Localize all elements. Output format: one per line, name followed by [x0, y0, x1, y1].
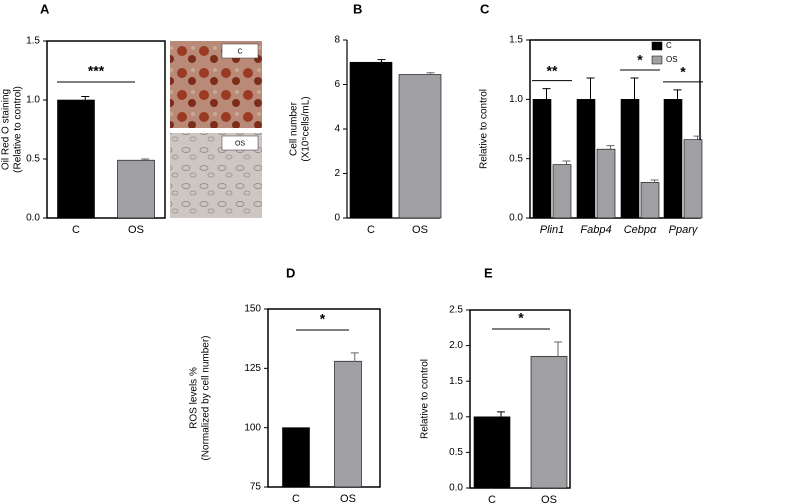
error-bar [673, 89, 682, 100]
x-tick-label: OS [412, 224, 428, 236]
bar [532, 99, 552, 219]
x-tick-label: Cebpα [624, 224, 657, 236]
y-tick-label: 1.0 [509, 94, 523, 105]
bar [576, 99, 596, 219]
panel-label: B [353, 1, 362, 16]
y-axis-label: (Normalized by cell number) [201, 335, 212, 460]
y-tick-label: 8 [334, 35, 340, 46]
x-tick-label: OS [128, 224, 144, 236]
legend-label: OS [666, 55, 678, 64]
x-tick-label: Plin1 [540, 224, 564, 236]
bar [398, 74, 442, 219]
bar [473, 416, 511, 489]
plot-frame [469, 309, 571, 489]
y-tick-label: 2.5 [449, 305, 463, 316]
x-tick-label: C [367, 224, 375, 236]
significance-label: *** [88, 63, 105, 79]
bar [683, 139, 703, 219]
panel-label: E [484, 265, 493, 280]
y-tick-label: 1.0 [26, 95, 40, 106]
y-tick-label: 125 [244, 363, 261, 374]
error-bar [650, 179, 659, 183]
y-tick-label: 4 [334, 124, 340, 135]
bar [57, 99, 95, 219]
legend-label: C [666, 41, 672, 50]
bar [530, 355, 568, 489]
y-tick-label: 2.0 [449, 340, 463, 351]
error-bar [542, 88, 551, 100]
x-tick-label: C [292, 493, 300, 504]
y-tick-label: 1.5 [26, 36, 40, 47]
panel-label: C [480, 1, 490, 16]
y-axis-label: Oil Red O staining [1, 89, 12, 170]
significance-label: * [320, 311, 326, 327]
bar [282, 427, 310, 488]
image-label: OS [235, 140, 245, 147]
error-bar [497, 411, 505, 417]
bar [334, 360, 362, 488]
x-tick-label: Fabp4 [580, 224, 611, 236]
error-bar [554, 341, 562, 357]
y-tick-label: 150 [244, 304, 261, 315]
image-label: C [237, 48, 242, 55]
significance-label: * [637, 52, 643, 68]
y-tick-label: 0.5 [449, 447, 463, 458]
y-tick-label: 0.0 [509, 213, 523, 224]
panel-label: A [40, 1, 50, 16]
y-tick-label: 2 [334, 168, 340, 179]
y-tick-label: 0.5 [26, 154, 40, 165]
bar [596, 148, 616, 219]
plot-frame [46, 40, 166, 219]
error-bar [693, 135, 702, 140]
y-axis-label: Cell number [289, 101, 300, 156]
y-axis-label: (X10⁵cells/mL) [301, 96, 312, 161]
error-bar [606, 145, 615, 150]
significance-label: ** [547, 62, 558, 78]
y-tick-label: 1.5 [509, 35, 523, 46]
error-bar [350, 352, 359, 362]
y-tick-label: 0 [334, 213, 340, 224]
legend-swatch [651, 41, 663, 51]
y-axis-label: Relative to control [479, 89, 490, 169]
legend-swatch [651, 55, 663, 65]
y-tick-label: 100 [244, 422, 261, 433]
x-tick-label: Pparγ [669, 224, 699, 236]
x-tick-label: C [72, 224, 80, 236]
x-tick-label: OS [340, 493, 356, 504]
error-bar [562, 160, 571, 165]
y-tick-label: 75 [250, 482, 262, 493]
y-axis-label: (Relative to control) [13, 86, 24, 173]
significance-label: * [680, 64, 686, 80]
plot-frame [267, 308, 381, 488]
y-tick-label: 1.0 [449, 411, 463, 422]
y-tick-label: 1.5 [449, 376, 463, 387]
y-tick-label: 0.0 [449, 483, 463, 494]
significance-label: * [518, 310, 524, 326]
error-bar [141, 158, 150, 161]
error-bar [630, 77, 639, 100]
y-tick-label: 0.0 [26, 213, 40, 224]
error-bar [81, 95, 90, 100]
image-label-box [221, 135, 259, 151]
bar [117, 159, 155, 219]
error-bar [426, 72, 435, 75]
error-bar [377, 59, 386, 63]
bar [620, 99, 640, 219]
bar [663, 99, 683, 219]
x-tick-label: C [488, 494, 496, 504]
x-tick-label: OS [541, 494, 557, 504]
y-axis-label: Relative to control [420, 359, 431, 439]
image-label-box [221, 43, 259, 59]
error-bar [586, 77, 595, 100]
y-tick-label: 6 [334, 79, 340, 90]
panel-label: D [286, 265, 295, 280]
y-tick-label: 0.5 [509, 153, 523, 164]
bar [349, 61, 393, 219]
bar [640, 182, 660, 219]
bar [552, 164, 572, 219]
y-axis-label: ROS levels % [189, 367, 200, 429]
